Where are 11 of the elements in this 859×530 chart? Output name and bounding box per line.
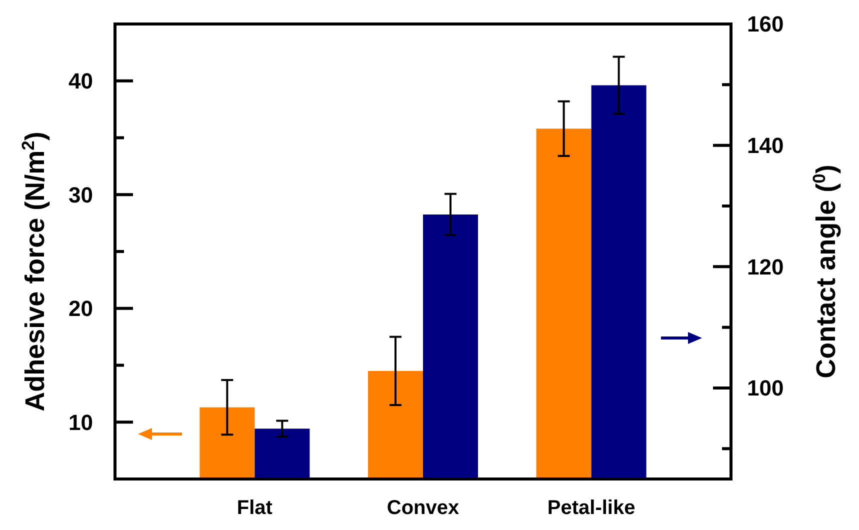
y-tick-label: 10 — [68, 410, 93, 435]
y2-tick-label: 100 — [747, 376, 784, 401]
y-tick-label: 30 — [68, 182, 93, 208]
x-tick-label: Petal-like — [547, 497, 636, 519]
y2-tick-label: 140 — [747, 133, 784, 158]
y-tick-label: 40 — [68, 68, 93, 94]
x-tick-label: Flat — [236, 497, 273, 519]
y2-tick-label: 160 — [747, 12, 784, 37]
x-tick-label: Convex — [386, 497, 460, 519]
y-tick-label: 20 — [68, 296, 93, 322]
y2-tick-label: 120 — [747, 254, 784, 280]
